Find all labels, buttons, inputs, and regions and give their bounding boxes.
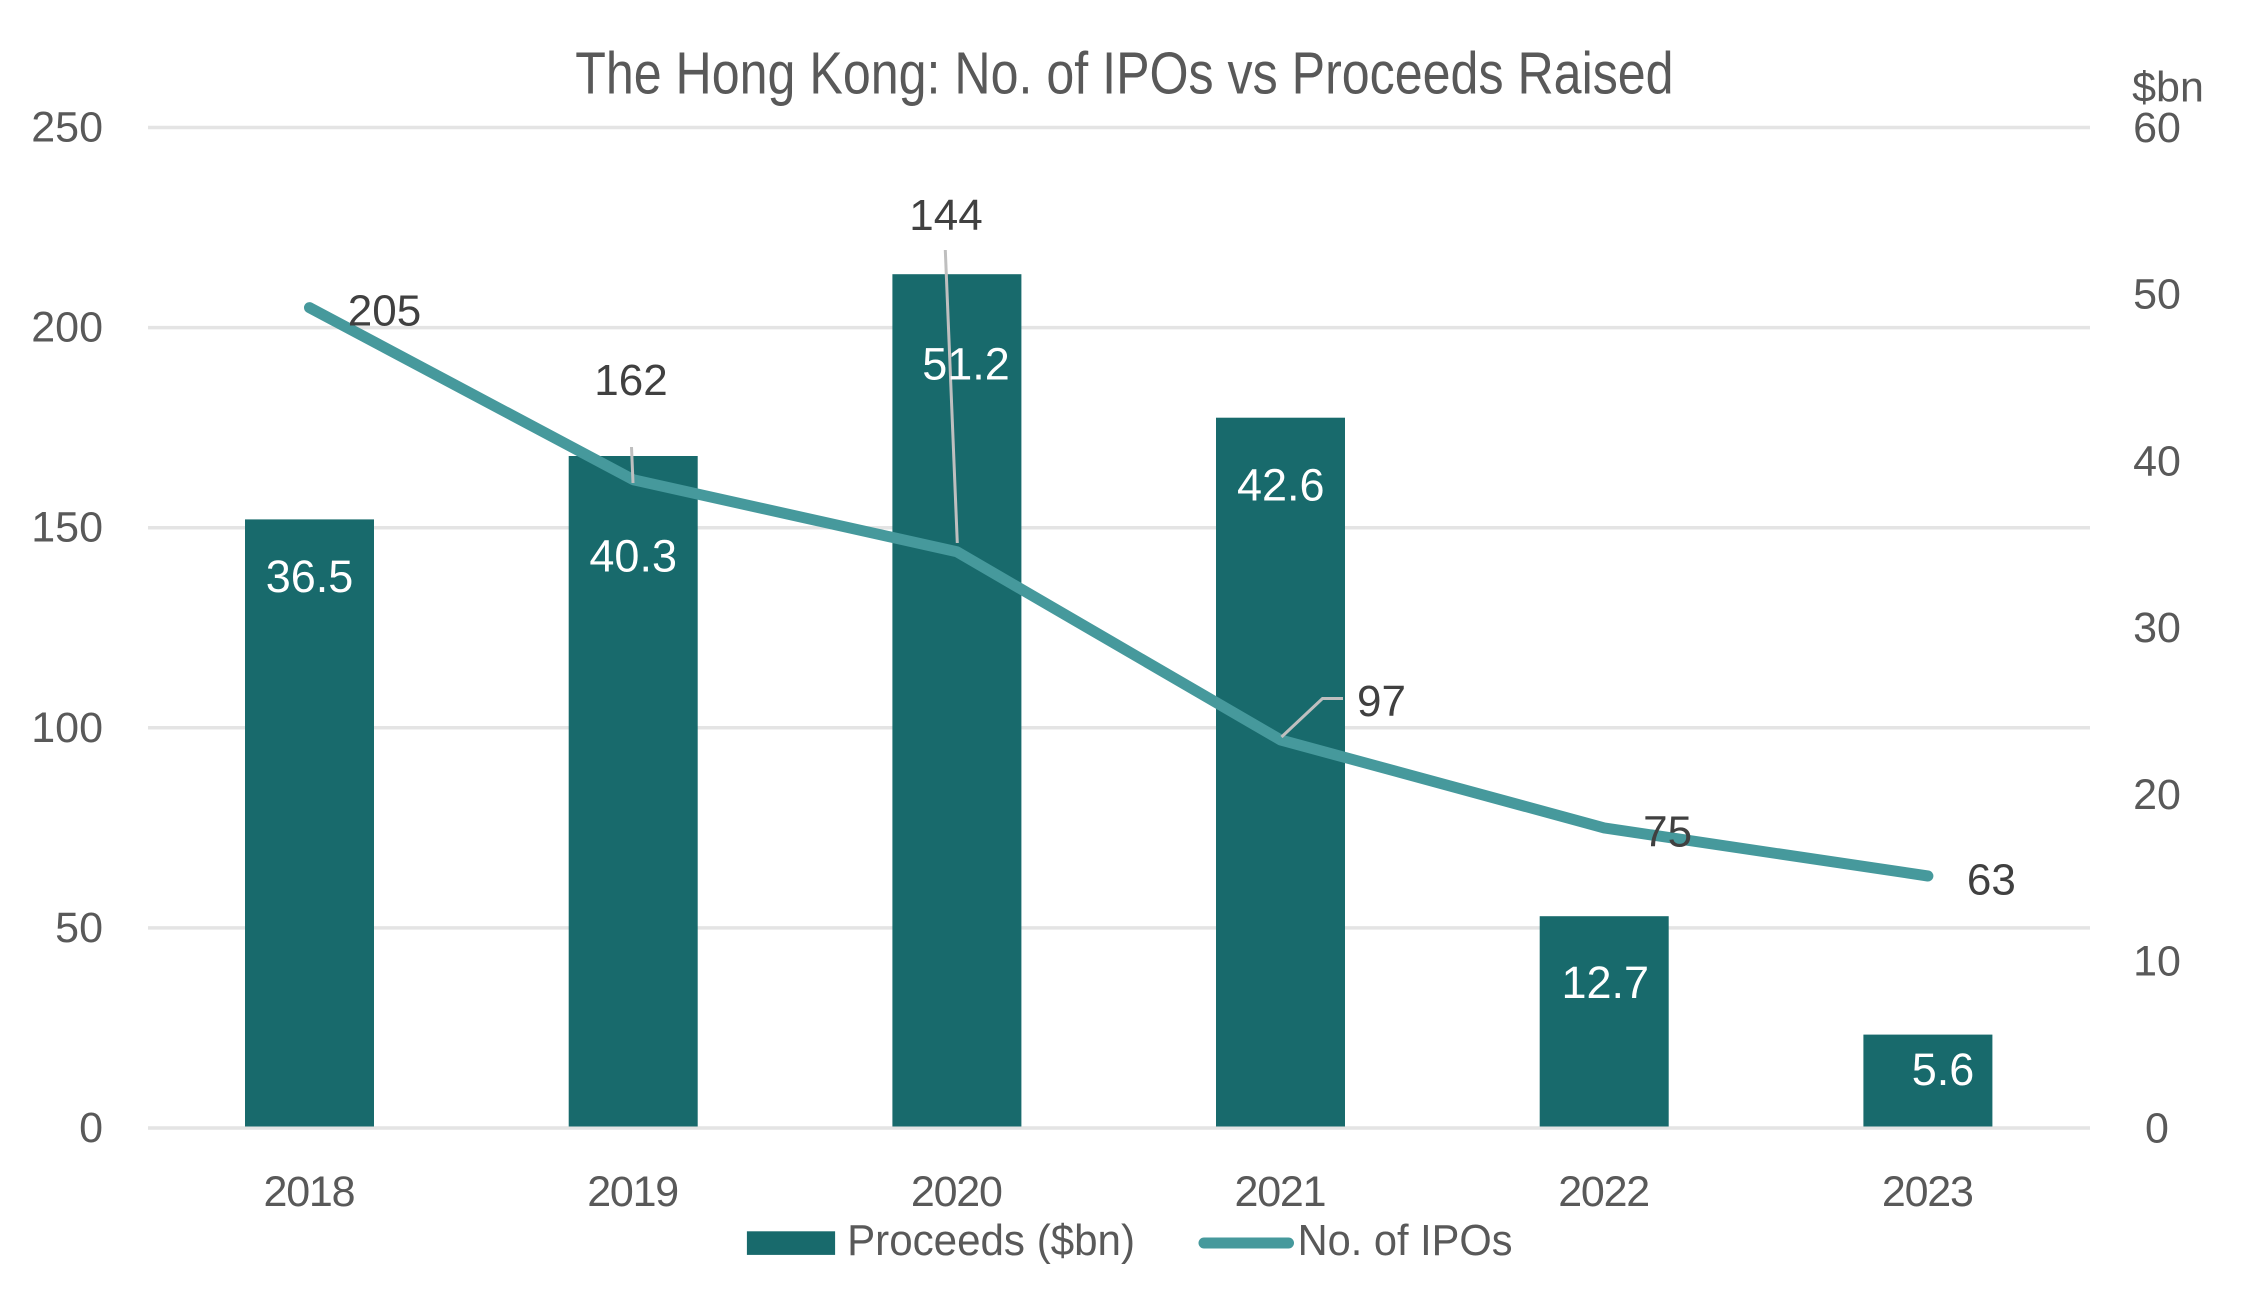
svg-text:2020: 2020 xyxy=(911,1168,1003,1216)
svg-text:250: 250 xyxy=(31,104,103,152)
svg-text:5.6: 5.6 xyxy=(1912,1044,1975,1095)
svg-text:0: 0 xyxy=(2145,1104,2169,1152)
svg-text:162: 162 xyxy=(594,356,667,405)
svg-text:205: 205 xyxy=(348,286,421,335)
svg-text:12.7: 12.7 xyxy=(1562,957,1650,1008)
svg-text:75: 75 xyxy=(1643,807,1692,856)
svg-text:63: 63 xyxy=(1967,855,2016,904)
svg-text:60: 60 xyxy=(2133,104,2181,152)
svg-text:2018: 2018 xyxy=(264,1168,356,1216)
svg-text:50: 50 xyxy=(2133,271,2181,319)
svg-text:2019: 2019 xyxy=(587,1168,679,1216)
svg-text:51.2: 51.2 xyxy=(922,339,1010,390)
svg-text:No. of IPOs: No. of IPOs xyxy=(1298,1216,1513,1265)
svg-text:42.6: 42.6 xyxy=(1237,460,1325,511)
svg-text:2021: 2021 xyxy=(1235,1168,1327,1216)
svg-text:40: 40 xyxy=(2133,437,2181,485)
svg-text:20: 20 xyxy=(2133,771,2181,819)
svg-text:144: 144 xyxy=(909,191,982,240)
svg-text:2023: 2023 xyxy=(1882,1168,1974,1216)
svg-text:50: 50 xyxy=(55,904,103,952)
svg-text:The Hong Kong: No. of IPOs vs: The Hong Kong: No. of IPOs vs Proceeds R… xyxy=(575,40,1673,106)
svg-text:150: 150 xyxy=(31,504,103,552)
svg-text:36.5: 36.5 xyxy=(266,551,354,602)
svg-text:Proceeds ($bn): Proceeds ($bn) xyxy=(847,1216,1135,1265)
svg-text:10: 10 xyxy=(2133,938,2181,986)
svg-text:0: 0 xyxy=(79,1104,103,1152)
svg-text:100: 100 xyxy=(31,704,103,752)
svg-text:$bn: $bn xyxy=(2132,64,2204,112)
svg-text:200: 200 xyxy=(31,304,103,352)
svg-text:97: 97 xyxy=(1357,677,1406,726)
svg-text:30: 30 xyxy=(2133,604,2181,652)
svg-text:2022: 2022 xyxy=(1558,1168,1650,1216)
svg-text:40.3: 40.3 xyxy=(589,531,677,582)
